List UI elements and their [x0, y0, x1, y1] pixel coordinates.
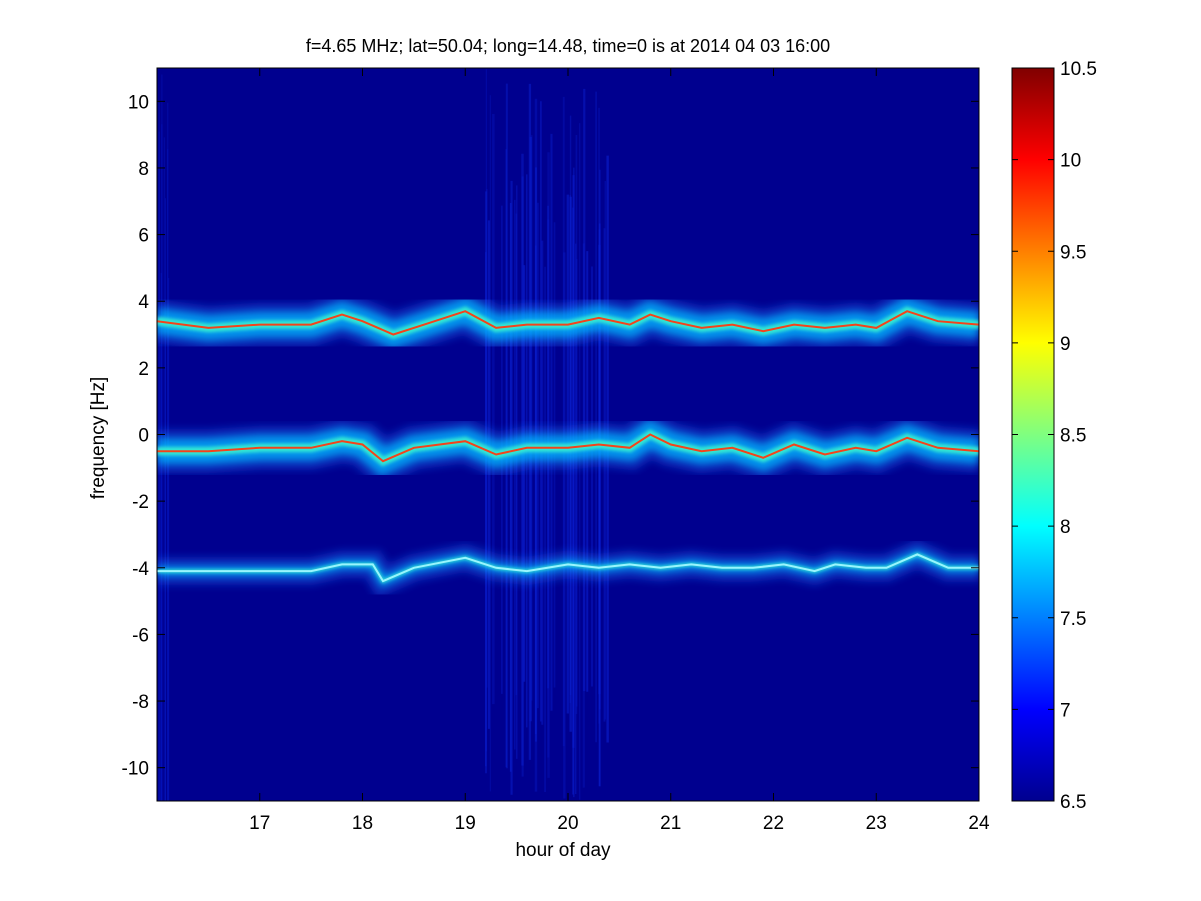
colorbar-tick-label: 10 — [1060, 151, 1081, 172]
colorbar-tick-label: 9.5 — [1060, 242, 1086, 263]
y-tick-label: -10 — [122, 759, 149, 780]
y-axis-label: frequency [Hz] — [88, 377, 109, 500]
chart-title: f=4.65 MHz; lat=50.04; long=14.48, time=… — [306, 36, 830, 56]
y-tick-label: 10 — [128, 92, 149, 113]
y-tick-label: 2 — [138, 359, 149, 380]
band-core — [157, 310, 979, 336]
band-core — [157, 433, 979, 463]
colorbar-tick-label: 8.5 — [1060, 426, 1086, 447]
x-tick-label: 24 — [968, 813, 990, 834]
x-axis-label: hour of day — [515, 840, 611, 861]
band-core — [157, 553, 979, 583]
y-tick-label: 4 — [138, 292, 149, 313]
y-tick-label: -2 — [132, 492, 149, 513]
colorbar-tick-label: 7 — [1060, 700, 1071, 721]
heatmap-plot — [156, 67, 980, 802]
x-axis: 17 18 19 20 21 22 23 24 — [249, 68, 990, 834]
y-tick-label: -6 — [132, 625, 149, 646]
y-tick-label: 0 — [138, 426, 149, 447]
y-tick-label: -4 — [132, 559, 149, 580]
y-tick-label: 6 — [138, 226, 149, 247]
x-tick-label: 20 — [557, 813, 578, 834]
y-axis: -10 -8 -6 -4 -2 0 2 4 6 8 10 — [122, 92, 979, 780]
colorbar-tick-label: 10.5 — [1060, 59, 1097, 80]
colorbar-tick-label: 7.5 — [1060, 609, 1086, 630]
x-tick-label: 22 — [763, 813, 784, 834]
x-tick-label: 23 — [866, 813, 887, 834]
signal-bands — [157, 287, 979, 599]
band-2 — [157, 409, 979, 487]
colorbar-tick-label: 6.5 — [1060, 792, 1086, 813]
colorbar-tick-label: 9 — [1060, 334, 1071, 355]
x-tick-label: 19 — [455, 813, 476, 834]
band-1 — [157, 287, 979, 358]
colorbar-gradient — [1011, 67, 1055, 802]
x-tick-label: 21 — [660, 813, 681, 834]
y-tick-label: 8 — [138, 159, 149, 180]
colorbar-tick-label: 8 — [1060, 517, 1071, 538]
colorbar-ticks: 6.5 7 7.5 8 8.5 9 9.5 10 10.5 — [1012, 59, 1097, 813]
colorbar: 6.5 7 7.5 8 8.5 9 9.5 10 10.5 — [1011, 59, 1097, 813]
y-tick-label: -8 — [132, 692, 149, 713]
x-tick-label: 17 — [249, 813, 270, 834]
x-tick-label: 18 — [352, 813, 373, 834]
band-3 — [157, 539, 979, 599]
